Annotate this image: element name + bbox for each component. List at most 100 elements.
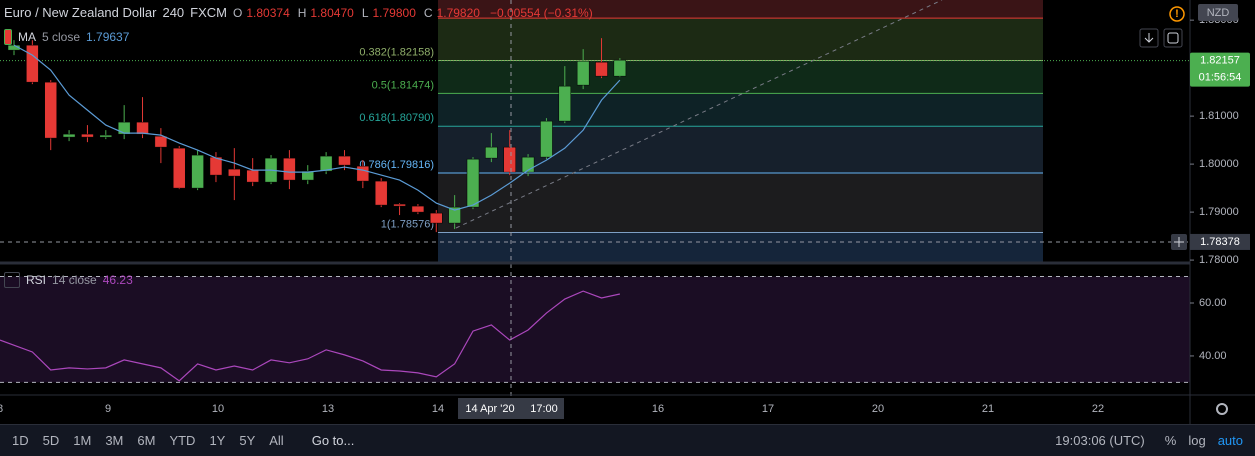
fib-label: 0.786(1.79816) bbox=[359, 159, 434, 171]
marks bbox=[0, 38, 627, 382]
candle-body bbox=[136, 121, 149, 135]
exchange: FXCM bbox=[190, 5, 228, 20]
candle-body bbox=[613, 59, 627, 77]
last-price-label: 1.82157 bbox=[1200, 55, 1240, 67]
candle-body bbox=[448, 206, 461, 224]
currency: NZD bbox=[1207, 7, 1230, 19]
range-button[interactable]: 5D bbox=[42, 433, 60, 448]
range-button[interactable]: 1Y bbox=[209, 433, 226, 448]
last-price-badge bbox=[1190, 52, 1250, 87]
fullscreen-button[interactable] bbox=[1163, 28, 1183, 48]
range-button[interactable]: 1D bbox=[12, 433, 29, 448]
rsi-line bbox=[0, 290, 621, 382]
candle-body bbox=[576, 60, 590, 86]
alert-icon-mark: ! bbox=[1175, 8, 1179, 20]
symbol-header: Euro / New Zealand Dollar 240 FXCM O 1.80… bbox=[4, 5, 593, 20]
crosshair-price-label: 1.78378 bbox=[1200, 236, 1240, 248]
symbol: Euro / New Zealand Dollar bbox=[4, 5, 157, 20]
range-button[interactable]: 1M bbox=[73, 433, 92, 448]
x-tick-label: 10 bbox=[212, 403, 224, 415]
x-tick-label: 20 bbox=[872, 403, 884, 415]
candle-body bbox=[172, 147, 186, 189]
fib-zone bbox=[438, 232, 1043, 262]
candle-body bbox=[466, 158, 480, 208]
ohlc-key: C bbox=[423, 5, 433, 20]
range-buttons: 1D 5D 1M 3M 6M YTD 1Y 5Y All bbox=[0, 433, 284, 448]
candle-body bbox=[26, 44, 39, 83]
fib-retracement: 0.382(1.82158) 0.5(1.81474) 0.618(1.80790)… bbox=[359, 0, 1043, 262]
candle-body bbox=[99, 134, 113, 138]
fib-zone bbox=[438, 60, 1043, 94]
candle-body bbox=[44, 81, 57, 139]
candle-body bbox=[595, 61, 608, 77]
candle-body bbox=[540, 120, 553, 158]
candle-body bbox=[356, 165, 370, 182]
candle-body bbox=[319, 155, 333, 172]
ohlc-values: O 1.80374 H 1.80470 L 1.79800 C 1.79820 bbox=[233, 6, 484, 20]
alert-icon[interactable] bbox=[1169, 6, 1185, 22]
crosshair-date: 14 Apr '20 bbox=[465, 403, 514, 415]
change: −0.00554 (−0.31%) bbox=[489, 5, 593, 20]
legend-toggle[interactable] bbox=[4, 272, 20, 288]
x-tick-label: 13 bbox=[322, 403, 334, 415]
candle-body bbox=[558, 85, 572, 122]
y-tick-label: 1.78000 bbox=[1199, 254, 1239, 266]
range-button[interactable]: All bbox=[269, 433, 284, 448]
rsi-legend: RSI 14 close 46.23 bbox=[4, 272, 133, 288]
candle-body bbox=[191, 154, 204, 189]
clock: 19:03:06 (UTC) bbox=[1055, 433, 1145, 448]
goto-button[interactable]: Go to... bbox=[311, 433, 355, 448]
candle-body bbox=[503, 146, 516, 173]
percent-toggle[interactable]: % bbox=[1164, 433, 1177, 448]
x-tick-label: 14 bbox=[432, 403, 444, 415]
fib-label: 0.382(1.82158) bbox=[359, 46, 434, 58]
ma-params: 5 close bbox=[42, 30, 81, 44]
legend-toggle[interactable] bbox=[4, 29, 12, 45]
candle-body bbox=[485, 146, 498, 159]
ma-name: MA bbox=[18, 30, 36, 44]
y-tick-label: 1.81000 bbox=[1199, 110, 1239, 122]
candle-body bbox=[430, 212, 443, 224]
x-tick-label: 8 bbox=[0, 403, 3, 415]
candle-body bbox=[81, 133, 94, 138]
range-button[interactable]: 5Y bbox=[239, 433, 256, 448]
range-button[interactable]: 6M bbox=[137, 433, 156, 448]
fib-label: 0.5(1.81474) bbox=[372, 79, 434, 91]
candle-body bbox=[393, 203, 406, 207]
candle-body bbox=[338, 155, 351, 166]
x-tick-label: 17 bbox=[762, 403, 774, 415]
candle-body bbox=[374, 180, 388, 206]
log-toggle[interactable]: log bbox=[1188, 433, 1206, 448]
candle-body bbox=[411, 205, 425, 213]
rsi-background bbox=[0, 276, 1190, 383]
fib-zone bbox=[438, 172, 1043, 233]
rsi-params: 14 close bbox=[52, 273, 97, 287]
range-button[interactable]: YTD bbox=[169, 433, 196, 448]
auto-toggle[interactable]: auto bbox=[1217, 433, 1243, 448]
crosshair-price-badge bbox=[1190, 233, 1250, 250]
rsi-last: 46.23 bbox=[102, 273, 133, 287]
x-tick-label: 16 bbox=[652, 403, 664, 415]
axes: 1.780001.790001.800001.810001.8300040.00… bbox=[0, 14, 1250, 419]
ohlc-value: 1.79800 bbox=[372, 5, 416, 20]
crosshair-time-badge bbox=[458, 398, 564, 419]
y-tick-label: 1.80000 bbox=[1199, 158, 1239, 170]
fullscreen-icon bbox=[1167, 32, 1179, 44]
fib-label: 0.618(1.80790) bbox=[359, 112, 434, 124]
bottom-toolbar: 1D 5D 1M 3M 6M YTD 1Y 5Y All Go to... 19:03:06 (… bbox=[0, 424, 1255, 456]
ohlc-value: 1.80470 bbox=[310, 5, 354, 20]
ohlc-value: 1.79820 bbox=[436, 5, 480, 20]
crosshair-time: 17:00 bbox=[530, 403, 558, 415]
ohlc-value: 1.80374 bbox=[246, 5, 290, 20]
ma-last: 1.79637 bbox=[86, 30, 130, 44]
x-tick-label: 21 bbox=[982, 403, 994, 415]
y-tick-label: 40.00 bbox=[1199, 350, 1227, 362]
candle-body bbox=[62, 133, 76, 138]
scroll-icon bbox=[1144, 33, 1154, 43]
countdown-label: 01:56:54 bbox=[1199, 72, 1242, 84]
range-button[interactable]: 3M bbox=[105, 433, 124, 448]
fib-label: 1(1.78576) bbox=[381, 218, 434, 230]
fib-zone bbox=[438, 93, 1043, 127]
settings-icon[interactable] bbox=[1216, 403, 1228, 415]
